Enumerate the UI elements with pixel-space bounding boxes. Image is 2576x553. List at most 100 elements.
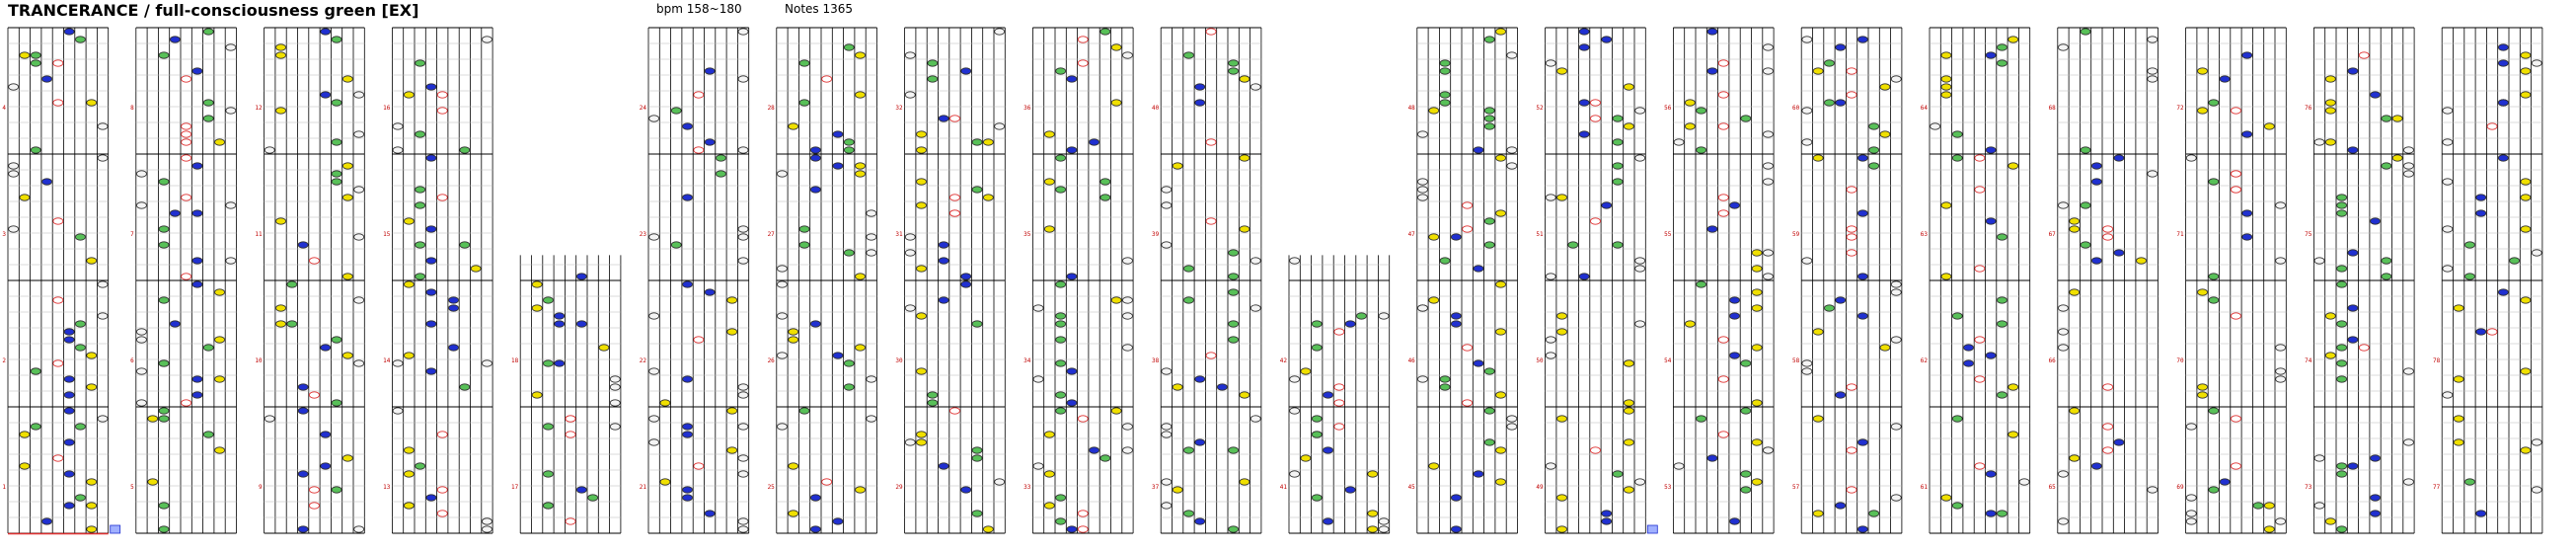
note-green — [543, 423, 554, 431]
measure-number: 52 — [1536, 105, 1544, 112]
note-yellow — [855, 170, 866, 178]
measure-number: 30 — [895, 357, 903, 364]
note-white — [353, 130, 365, 138]
note-blue — [1323, 391, 1333, 399]
measure-number: 11 — [255, 231, 263, 238]
note-blue — [191, 162, 203, 170]
note-blue — [169, 36, 181, 43]
note-green — [2336, 375, 2348, 383]
measure-number: 36 — [1023, 105, 1031, 112]
note-yellow — [1172, 383, 1183, 391]
note-yellow — [1495, 328, 1506, 336]
note-yellow — [1684, 122, 1696, 130]
note-green — [1183, 446, 1194, 454]
note-white — [2442, 107, 2454, 115]
note-blue — [938, 241, 949, 249]
note-blue — [63, 336, 75, 344]
measure-number: 3 — [2, 231, 6, 238]
note-red — [565, 517, 576, 525]
note-green — [158, 359, 170, 367]
note-blue — [704, 510, 716, 517]
note-yellow — [19, 194, 31, 201]
note-yellow — [2069, 407, 2081, 415]
measure-number: 12 — [255, 105, 263, 112]
note-red — [1717, 431, 1729, 438]
note-yellow — [855, 91, 866, 99]
note-green — [2381, 162, 2392, 170]
note-white — [1161, 201, 1173, 209]
measure-number: 34 — [1023, 357, 1031, 364]
note-green — [927, 75, 939, 83]
note-white — [1673, 138, 1685, 146]
note-white — [737, 470, 749, 478]
note-yellow — [403, 446, 415, 454]
note-white — [2442, 178, 2454, 186]
note-blue — [1706, 28, 1718, 36]
note-blue — [169, 209, 181, 217]
note-white — [2275, 344, 2287, 352]
note-yellow — [403, 502, 415, 510]
note-white — [737, 75, 749, 83]
note-blue — [1089, 446, 1099, 454]
note-blue — [1066, 273, 1078, 280]
note-red — [949, 209, 960, 217]
note-blue — [938, 296, 949, 304]
note-yellow — [2069, 217, 2081, 225]
note-yellow — [916, 265, 927, 273]
note-green — [1183, 296, 1194, 304]
note-white — [1032, 304, 1044, 312]
note-blue — [63, 502, 75, 510]
note-white — [1506, 162, 1518, 170]
note-yellow — [1623, 399, 1634, 407]
note-white — [609, 375, 621, 383]
note-blue — [448, 304, 459, 312]
note-blue — [425, 83, 437, 91]
note-yellow — [788, 510, 799, 517]
note-green — [331, 336, 342, 344]
note-white — [136, 336, 147, 344]
note-green — [415, 59, 426, 67]
note-yellow — [2324, 138, 2336, 146]
measure-number: 71 — [2176, 231, 2184, 238]
note-white — [1250, 304, 1261, 312]
chart-column: 33 34 35 36 — [1023, 27, 1134, 534]
note-blue — [63, 407, 75, 415]
note-blue — [809, 154, 821, 162]
note-blue — [448, 296, 459, 304]
note-green — [1228, 446, 1240, 454]
note-yellow — [916, 312, 927, 320]
note-green — [1228, 288, 1240, 296]
note-blue — [1344, 486, 1356, 494]
measure-number: 32 — [895, 105, 903, 112]
chart-column: 53 54 55 56 — [1664, 27, 1775, 534]
note-yellow — [1367, 470, 1379, 478]
note-green — [543, 502, 554, 510]
note-green — [30, 367, 41, 375]
note-blue — [2219, 75, 2231, 83]
note-yellow — [1556, 312, 1567, 320]
note-white — [1545, 59, 1556, 67]
note-white — [648, 367, 660, 375]
note-blue — [2219, 478, 2231, 486]
note-green — [415, 186, 426, 194]
measure-number: 78 — [2433, 357, 2441, 364]
note-green — [75, 423, 86, 431]
note-blue — [1985, 146, 1997, 154]
note-blue — [682, 494, 693, 502]
note-white — [1634, 154, 1646, 162]
note-green — [158, 407, 170, 415]
note-green — [1055, 154, 1067, 162]
note-green — [1612, 162, 1624, 170]
measure-number: 46 — [1408, 357, 1416, 364]
note-red — [1077, 525, 1089, 533]
note-green — [1311, 415, 1323, 423]
note-blue — [575, 486, 587, 494]
note-yellow — [1751, 478, 1763, 486]
note-red — [2486, 122, 2498, 130]
note-green — [927, 59, 939, 67]
note-white — [1763, 273, 1774, 280]
note-yellow — [916, 367, 927, 375]
note-red — [181, 122, 192, 130]
note-green — [158, 51, 170, 59]
note-white — [1890, 494, 1902, 502]
